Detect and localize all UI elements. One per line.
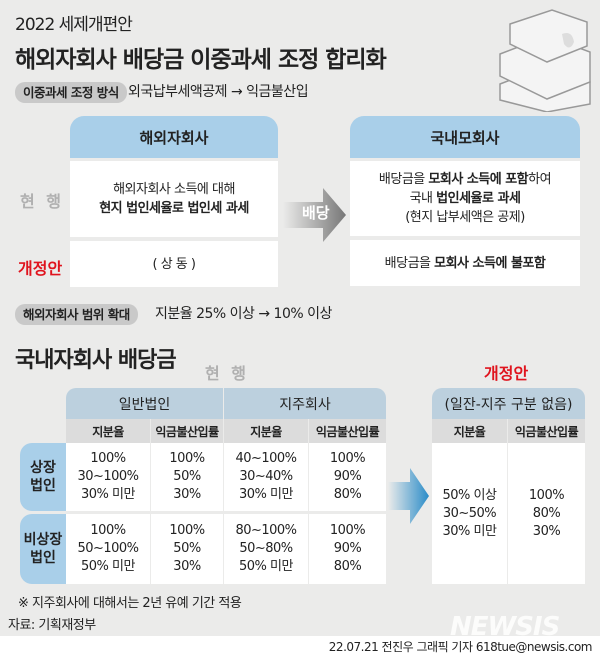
method-pill: 이중과세 조정 방식 [15,82,127,103]
domestic-current-cell: 배당금을 모회사 소득에 포함하여 국내 법인세율로 과세 (현지 납부세액은 … [350,161,580,236]
page-title: 해외자회사 배당금 이중과세 조정 합리화 [15,47,387,73]
cell-value: 80~100% [235,523,297,538]
foreign-revised-cell: ( 상 동 ) [70,241,278,287]
cell-value: 30~40% [239,469,293,484]
cell-value: 30~100% [77,469,139,484]
subheader-share: 지분율 [224,419,308,443]
group-header-holding: 지주회사 [224,388,386,419]
cell-value: 90% [333,541,362,556]
foreign-revised-text: ( 상 동 ) [152,256,196,272]
table-cell: 100% 50~100% 50% 미만 [66,514,150,584]
foreign-current-cell: 해외자회사 소득에 대해 현지 법인세율로 법인세 과세 [70,161,278,237]
subheader-share: 지분율 [66,419,150,443]
cell-value: 80% [333,487,362,502]
source: 자료: 기획재정부 [8,618,96,633]
foreign-sub-header: 해외자회사 [70,116,278,158]
dividend-arrow-icon [283,188,346,242]
cell-value: 90% [333,469,362,484]
table-cell: 100% 30~100% 30% 미만 [66,443,150,511]
cell-value: 100% [90,451,126,466]
table-cell: 40~100% 30~40% 30% 미만 [224,443,308,511]
group-header-general: 일반법인 [66,388,223,419]
current-table-label: 현 행 [205,364,250,383]
money-stack-icon [499,9,591,112]
section-title: 국내자회사 배당금 [15,348,177,373]
cell-value: 80% [333,559,362,574]
revised-table-header: (일잔-지주 구분 없음) [432,388,585,419]
revised-subheader-rate: 익금불산입률 [508,419,585,443]
revision-arrow-icon [388,468,429,524]
cell-value: 30% 미만 [239,487,293,502]
cell-value: 50% 미만 [239,559,293,574]
newsis-watermark: NEWSIS [450,612,560,642]
cell-value: 50~80% [239,541,293,556]
scope-text: 지분율 25% 이상 → 10% 이상 [155,306,332,322]
subheader-rate: 익금불산입률 [151,419,223,443]
table-cell: 100% 90% 80% [309,443,386,511]
revised-subheader-share: 지분율 [432,419,507,443]
revised-rate-cell: 100% 80% 30% [508,443,585,584]
cell-value: 50% 미만 [81,559,135,574]
credit: 22.07.21 전진우 그래픽 기자 618tue@newsis.com [328,640,593,654]
revised-row-label: 개정안 [18,259,63,278]
domestic-revised-cell: 배당금을 모회사 소득에 불포함 [350,240,580,286]
subheader-rate: 익금불산입률 [309,419,386,443]
cell-value: 50% [173,541,201,556]
cell-value: 30% 미만 [81,487,135,502]
cell-value: 40~100% [235,451,297,466]
cell-value: 100% [329,523,366,538]
cell-value: 100% [329,451,366,466]
cell-value: 30% [173,559,201,574]
cell-value: 30% [173,487,201,502]
cell-value: 100% [169,523,205,538]
revised-share-cell: 50% 이상 30~50% 30% 미만 [432,443,507,584]
foreign-current-line2: 현지 법인세율로 법인세 과세 [99,201,249,216]
foreign-current-line1: 해외자회사 소득에 대해 [113,182,235,197]
cell-value: 100% [90,523,126,538]
cell-value: 50% [173,469,201,484]
domestic-parent-header: 국내모회사 [350,116,580,158]
table-cell: 100% 90% 80% [309,514,386,584]
scope-pill: 해외자회사 범위 확대 [15,304,138,325]
method-text: 외국납부세액공제 → 익금불산입 [128,84,309,100]
table-cell: 100% 50% 30% [151,443,223,511]
current-row-label: 현 행 [20,192,65,211]
footnote: ※ 지주회사에 대해서는 2년 유예 기간 적용 [18,596,242,611]
table-cell: 80~100% 50~80% 50% 미만 [224,514,308,584]
table-cell: 100% 50% 30% [151,514,223,584]
dividend-arrow-label: 배당 [302,204,330,222]
row-label-listed: 상장 법인 [20,443,66,511]
row-label-unlisted: 비상장 법인 [20,514,66,584]
cell-value: 100% [169,451,205,466]
cell-value: 50~100% [77,541,139,556]
revised-table-label: 개정안 [484,364,529,383]
kicker: 2022 세제개편안 [15,15,133,35]
